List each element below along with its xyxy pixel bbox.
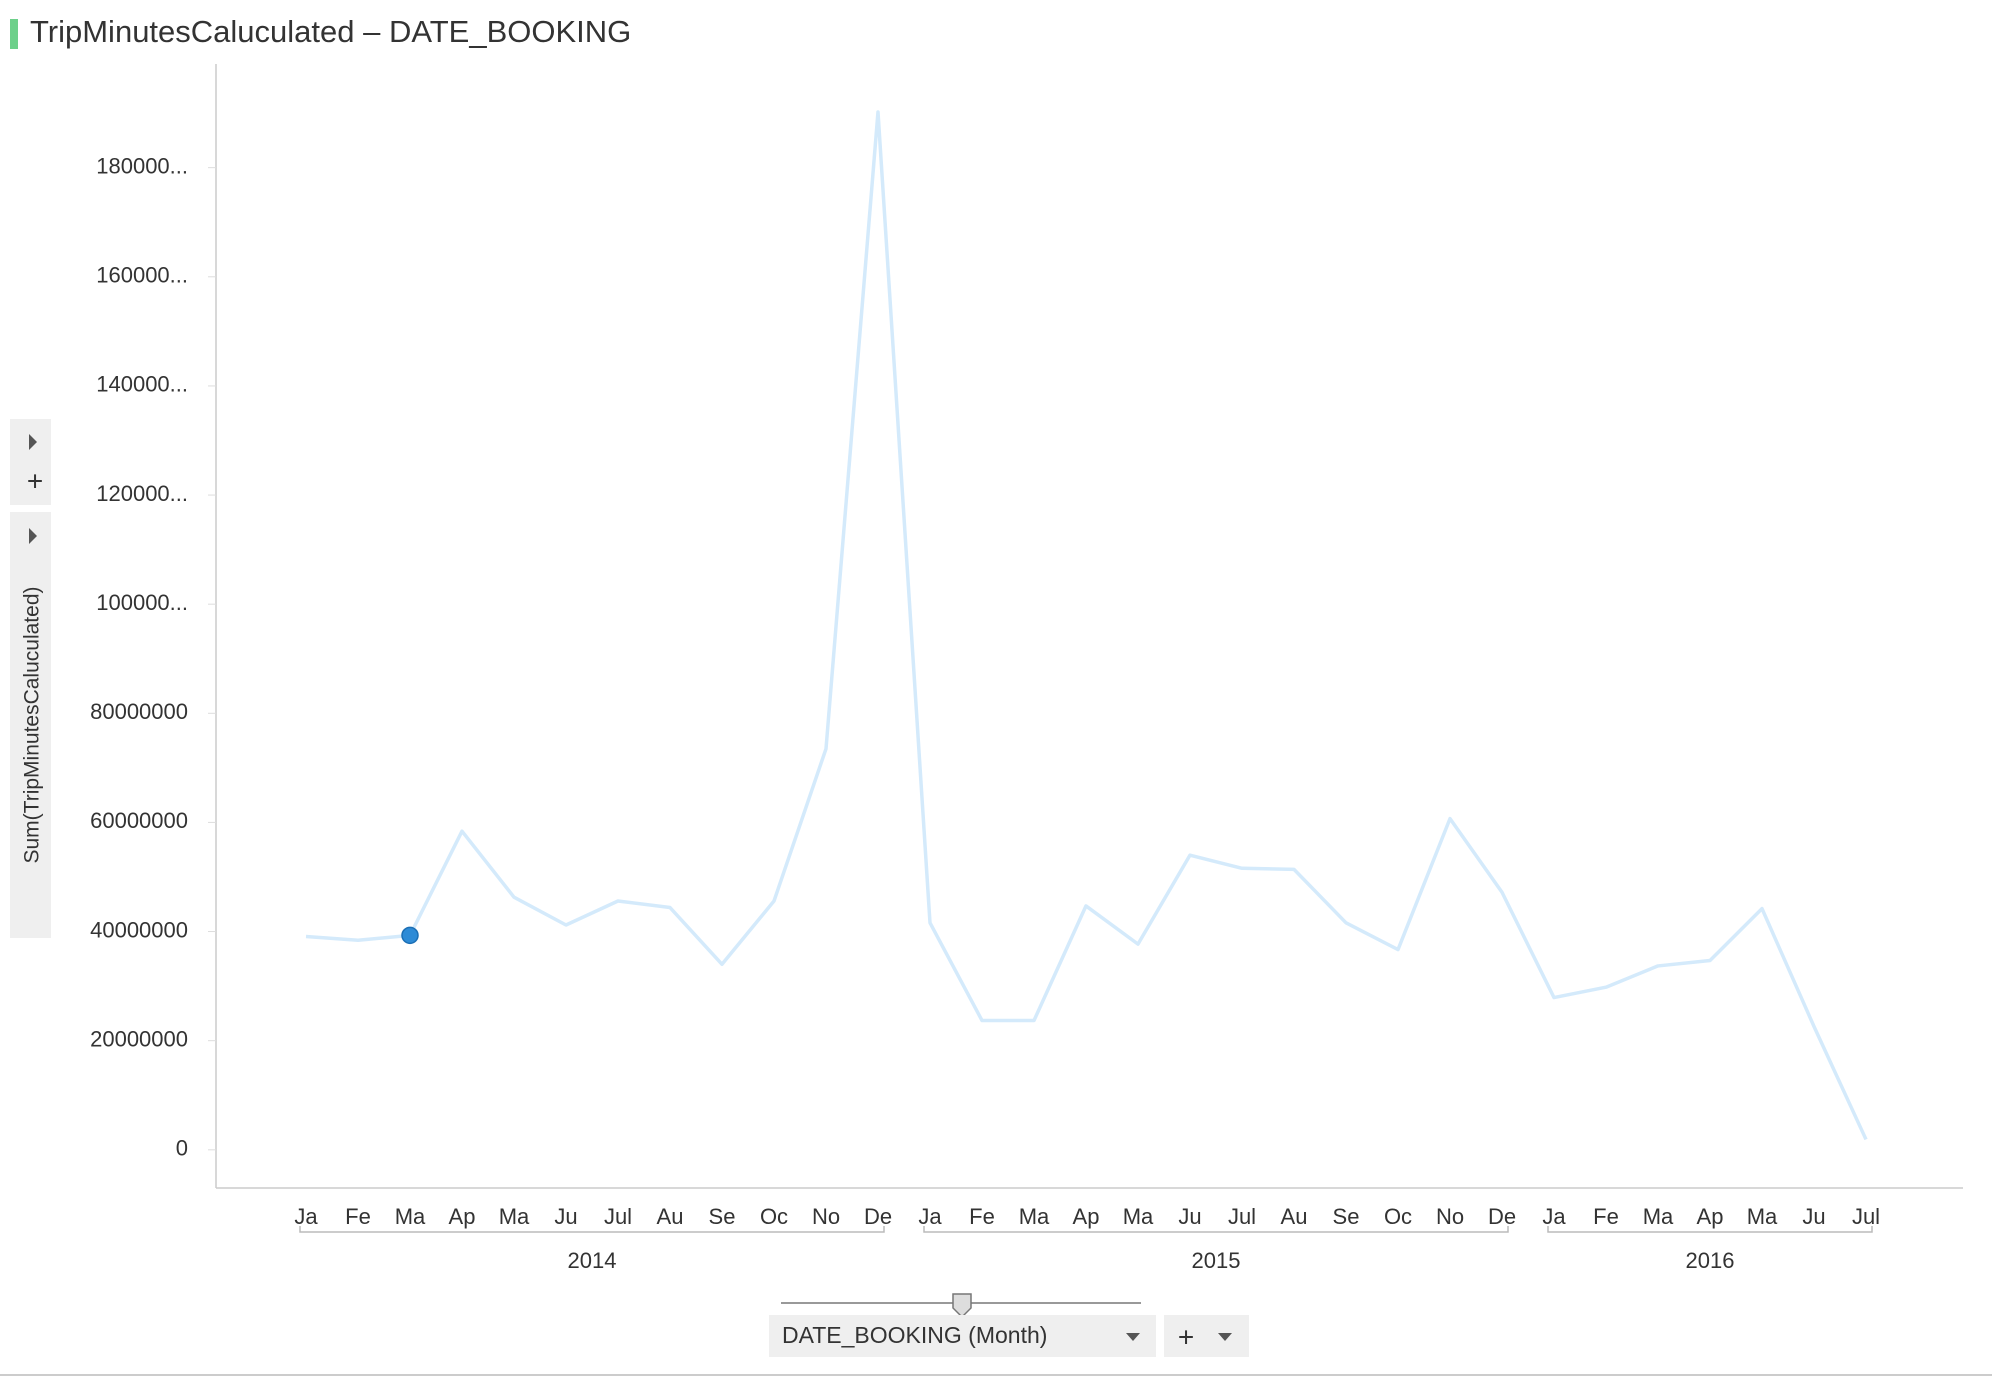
x-tick-label: Ma bbox=[499, 1204, 530, 1229]
x-tick-label: Ja bbox=[1542, 1204, 1566, 1229]
x-tick-label: Fe bbox=[1593, 1204, 1619, 1229]
x-tick-label: Ma bbox=[1123, 1204, 1154, 1229]
x-tick-label: Ju bbox=[1178, 1204, 1201, 1229]
x-selector-box[interactable] bbox=[769, 1315, 1156, 1357]
x-tick-label: Ap bbox=[1073, 1204, 1100, 1229]
y-add-button[interactable]: + bbox=[27, 465, 43, 496]
x-tick-label: Ma bbox=[1643, 1204, 1674, 1229]
x-tick-label: Oc bbox=[760, 1204, 788, 1229]
x-tick-label: De bbox=[1488, 1204, 1516, 1229]
title-accent bbox=[10, 19, 18, 49]
x-tick-label: Fe bbox=[969, 1204, 995, 1229]
y-tick-label: 40000000 bbox=[90, 917, 188, 942]
x-tick-label: Ma bbox=[1019, 1204, 1050, 1229]
x-tick-label: Ap bbox=[449, 1204, 476, 1229]
x-tick-label: Au bbox=[1281, 1204, 1308, 1229]
expand-arrow[interactable] bbox=[29, 434, 37, 450]
y-tick-label: 60000000 bbox=[90, 808, 188, 833]
y-tick-label: 160000... bbox=[96, 263, 188, 288]
x-tick-label: Ju bbox=[1802, 1204, 1825, 1229]
y-selector-box[interactable] bbox=[10, 512, 51, 938]
x-tick-label: Ja bbox=[918, 1204, 942, 1229]
y-tick-label: 140000... bbox=[96, 372, 188, 397]
series-line bbox=[305, 110, 1868, 1141]
x-tick-label: Au bbox=[657, 1204, 684, 1229]
x-tick-label: Oc bbox=[1384, 1204, 1412, 1229]
x-tick-label: Ja bbox=[294, 1204, 318, 1229]
x-tick-label: No bbox=[812, 1204, 840, 1229]
y-tick-label: 80000000 bbox=[90, 699, 188, 724]
chart-title: TripMinutesCaluculated – DATE_BOOKING bbox=[30, 14, 631, 49]
x-selector-label[interactable]: DATE_BOOKING (Month) bbox=[782, 1322, 1047, 1348]
year-bracket bbox=[1547, 1226, 1873, 1233]
year-bracket bbox=[923, 1226, 1509, 1233]
year-bracket bbox=[299, 1226, 885, 1233]
y-tick-label: 100000... bbox=[96, 590, 188, 615]
x-tick-label: Jul bbox=[1228, 1204, 1256, 1229]
y-tick-label: 180000... bbox=[96, 153, 188, 178]
year-label: 2015 bbox=[1192, 1248, 1241, 1273]
y-control-box[interactable] bbox=[10, 419, 51, 505]
x-tick-label: Fe bbox=[345, 1204, 371, 1229]
dropdown-arrow[interactable] bbox=[1126, 1333, 1140, 1341]
x-tick-label: Se bbox=[709, 1204, 736, 1229]
y-tick-label: 20000000 bbox=[90, 1026, 188, 1051]
year-label: 2014 bbox=[568, 1248, 617, 1273]
add-button[interactable]: + bbox=[1178, 1321, 1194, 1352]
slider-handle[interactable] bbox=[952, 1293, 972, 1319]
x-tick-label: Se bbox=[1333, 1204, 1360, 1229]
y-tick-label: 0 bbox=[176, 1136, 188, 1161]
x-tick-label: No bbox=[1436, 1204, 1464, 1229]
year-label: 2016 bbox=[1686, 1248, 1735, 1273]
x-tick-label: Jul bbox=[604, 1204, 632, 1229]
x-tick-label: Jul bbox=[1852, 1204, 1880, 1229]
x-tick-label: De bbox=[864, 1204, 892, 1229]
add-box[interactable] bbox=[1164, 1315, 1249, 1357]
selected-point bbox=[401, 926, 419, 945]
y-tick-label: 120000... bbox=[96, 481, 188, 506]
dropdown-arrow[interactable] bbox=[1218, 1333, 1232, 1341]
y-axis-label[interactable]: Sum(TripMinutesCaluculated) bbox=[21, 587, 44, 864]
x-tick-label: Ma bbox=[1747, 1204, 1778, 1229]
expand-arrow[interactable] bbox=[29, 528, 37, 544]
x-tick-label: Ju bbox=[554, 1204, 577, 1229]
x-tick-label: Ap bbox=[1697, 1204, 1724, 1229]
x-tick-label: Ma bbox=[395, 1204, 426, 1229]
